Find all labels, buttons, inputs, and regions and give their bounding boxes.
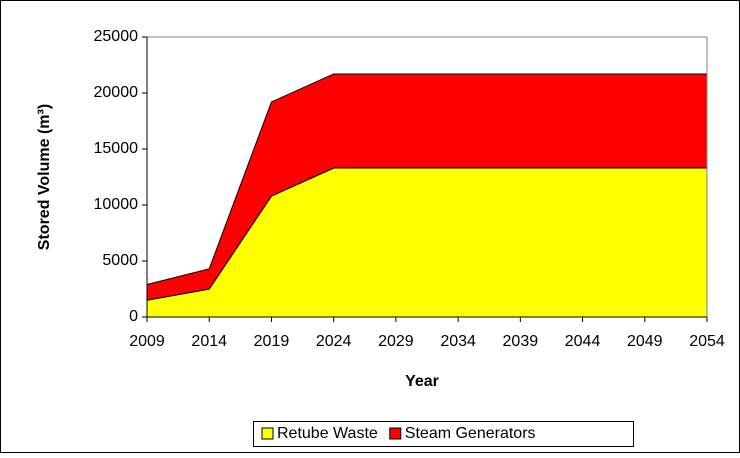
x-tick-label: 2044 [565,333,601,350]
x-tick-label: 2029 [378,333,414,350]
legend-label: Steam Generators [405,425,536,442]
x-tick-label: 2014 [191,333,227,350]
x-tick-label: 2024 [316,333,352,350]
y-axis-title: Stored Volume (m³) [36,104,53,250]
x-axis-title: Year [405,373,439,390]
x-tick-label: 2009 [129,333,165,350]
legend-label: Retube Waste [277,425,378,442]
x-tick-label: 2049 [627,333,663,350]
x-tick-label: 2039 [503,333,539,350]
y-tick-label: 25000 [94,28,139,45]
x-tick-label: 2034 [440,333,476,350]
y-tick-label: 0 [129,308,138,325]
legend [253,421,634,447]
y-tick-label: 10000 [94,196,139,213]
legend-swatch [261,427,274,440]
legend-swatch [389,427,402,440]
y-tick-label: 5000 [102,252,138,269]
x-tick-label: 2054 [689,333,725,350]
y-tick-label: 15000 [94,140,139,157]
x-tick-label: 2019 [254,333,290,350]
y-tick-label: 20000 [94,84,139,101]
